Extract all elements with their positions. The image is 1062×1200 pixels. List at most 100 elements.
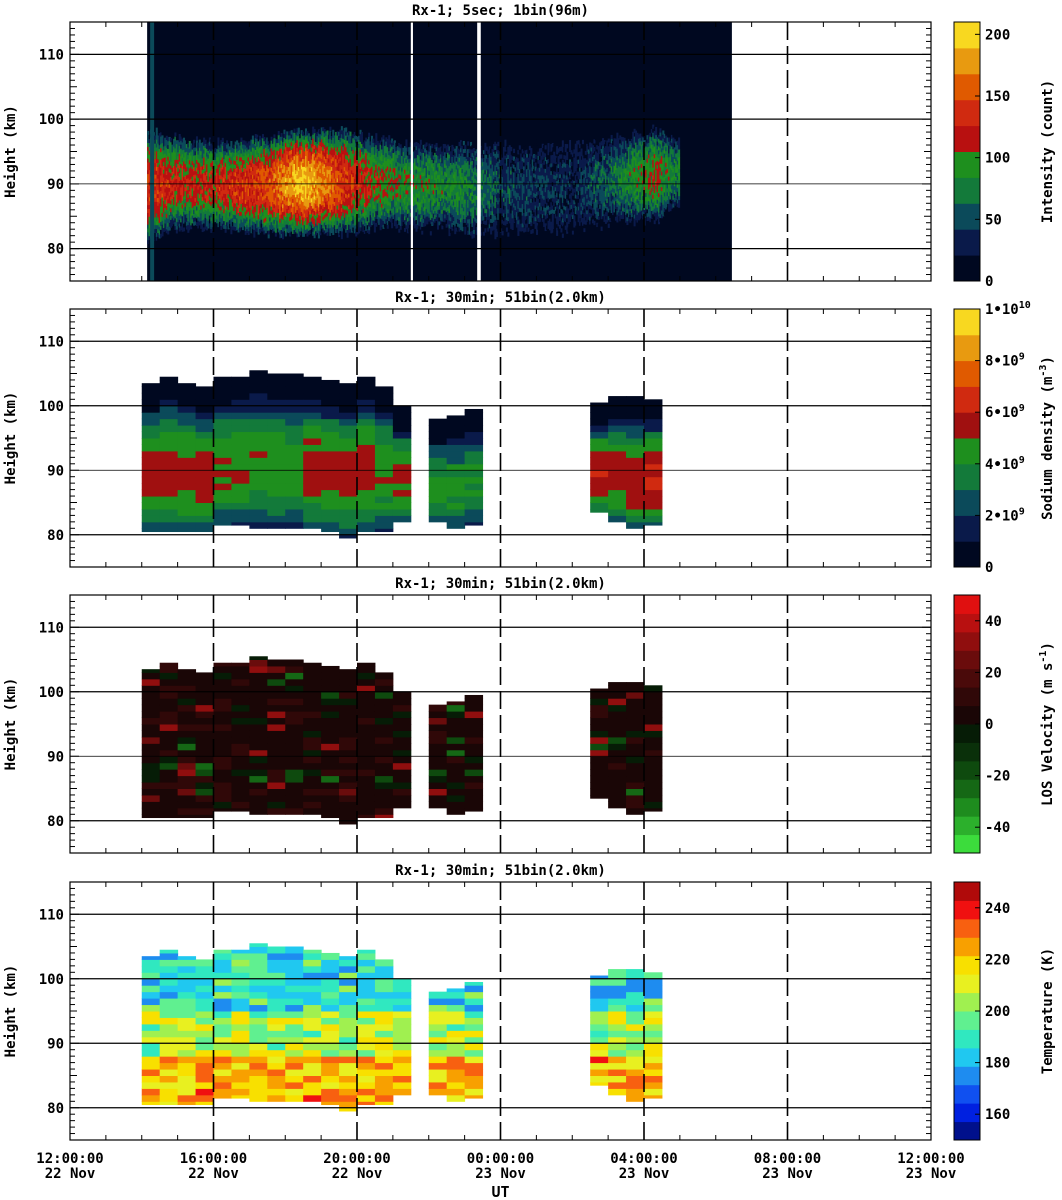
intensity-cell xyxy=(412,155,415,160)
intensity-cell xyxy=(437,174,440,180)
intensity-cell xyxy=(292,132,295,137)
intensity-cell xyxy=(148,196,151,202)
intensity-cell xyxy=(292,171,295,176)
intensity-cell xyxy=(419,217,422,222)
intensity-cell xyxy=(442,175,445,180)
intensity-cell xyxy=(422,210,425,216)
intensity-cell xyxy=(439,161,442,167)
intensity-cell xyxy=(253,159,256,164)
intensity-cell xyxy=(218,209,221,215)
intensity-cell xyxy=(330,205,333,210)
intensity-cell xyxy=(360,205,363,211)
intensity-cell xyxy=(388,170,391,175)
intensity-cell xyxy=(162,153,165,159)
intensity-cell xyxy=(329,126,332,131)
intensity-cell xyxy=(269,213,272,218)
intensity-cell xyxy=(425,165,428,171)
intensity-cell xyxy=(164,168,167,174)
intensity-cell xyxy=(227,182,230,187)
intensity-cell xyxy=(246,224,249,230)
intensity-cell xyxy=(345,146,348,152)
intensity-cell xyxy=(335,158,338,164)
intensity-cell xyxy=(414,142,417,147)
intensity-cell xyxy=(316,193,319,199)
intensity-cell xyxy=(317,195,320,200)
intensity-cell xyxy=(195,182,198,188)
intensity-cell xyxy=(201,216,204,221)
intensity-cell xyxy=(249,187,252,193)
intensity-cell xyxy=(158,175,161,181)
intensity-cell xyxy=(425,161,428,167)
intensity-cell xyxy=(392,199,395,204)
intensity-cell xyxy=(276,193,279,198)
intensity-cell xyxy=(259,174,262,179)
intensity-cell xyxy=(218,167,221,172)
intensity-cell xyxy=(415,141,418,147)
intensity-cell xyxy=(289,170,292,175)
intensity-cell xyxy=(273,153,276,158)
intensity-cell xyxy=(207,208,210,213)
intensity-cell xyxy=(414,212,417,217)
intensity-cell xyxy=(228,204,231,209)
intensity-cell xyxy=(195,171,198,176)
intensity-cell xyxy=(315,207,318,212)
intensity-cell xyxy=(203,172,206,177)
intensity-cell xyxy=(306,208,309,214)
intensity-cell xyxy=(249,215,252,220)
intensity-cell xyxy=(375,195,378,200)
intensity-cell xyxy=(287,178,290,183)
intensity-cell xyxy=(250,162,253,168)
intensity-cell xyxy=(313,195,316,200)
intensity-cell xyxy=(330,170,333,175)
intensity-cell xyxy=(416,209,419,214)
intensity-cell xyxy=(180,187,183,192)
intensity-cell xyxy=(220,159,223,164)
intensity-cell xyxy=(185,213,188,218)
intensity-cell xyxy=(379,214,382,219)
intensity-cell xyxy=(227,151,230,156)
intensity-cell xyxy=(184,179,187,184)
intensity-cell xyxy=(246,147,249,152)
intensity-cell xyxy=(309,171,312,176)
intensity-cell xyxy=(406,170,409,175)
intensity-cell xyxy=(399,217,402,223)
intensity-cell xyxy=(437,209,440,215)
intensity-cell xyxy=(441,225,444,230)
intensity-cell xyxy=(375,222,378,227)
intensity-cell xyxy=(218,205,221,211)
intensity-cell xyxy=(396,181,399,186)
intensity-cell xyxy=(376,187,379,192)
intensity-cell xyxy=(253,225,256,230)
intensity-cell xyxy=(319,219,322,224)
intensity-cell xyxy=(168,164,171,169)
intensity-cell xyxy=(204,147,207,152)
intensity-cell xyxy=(419,163,422,168)
intensity-cell xyxy=(421,203,424,208)
intensity-cell xyxy=(293,159,296,164)
intensity-cell xyxy=(259,158,262,163)
intensity-cell xyxy=(228,196,231,201)
intensity-cell xyxy=(425,192,428,198)
intensity-cell xyxy=(441,155,444,160)
intensity-cell xyxy=(230,226,233,231)
intensity-cell xyxy=(359,149,362,154)
intensity-cell xyxy=(294,146,297,151)
intensity-cell xyxy=(158,137,161,142)
intensity-cell xyxy=(168,210,171,216)
intensity-cell xyxy=(416,185,419,190)
intensity-cell xyxy=(226,210,229,215)
intensity-cell xyxy=(158,218,161,223)
intensity-cell xyxy=(350,228,353,233)
intensity-cell xyxy=(405,174,408,179)
intensity-cell xyxy=(283,207,286,212)
intensity-cell xyxy=(290,153,293,158)
intensity-cell xyxy=(362,204,365,209)
intensity-cell xyxy=(358,221,361,226)
intensity-cell xyxy=(180,218,183,223)
intensity-cell xyxy=(426,208,429,213)
intensity-cell xyxy=(264,213,267,218)
intensity-cell xyxy=(336,177,339,183)
intensity-cell xyxy=(306,232,309,237)
intensity-cell xyxy=(339,226,342,232)
intensity-cell xyxy=(320,197,323,202)
